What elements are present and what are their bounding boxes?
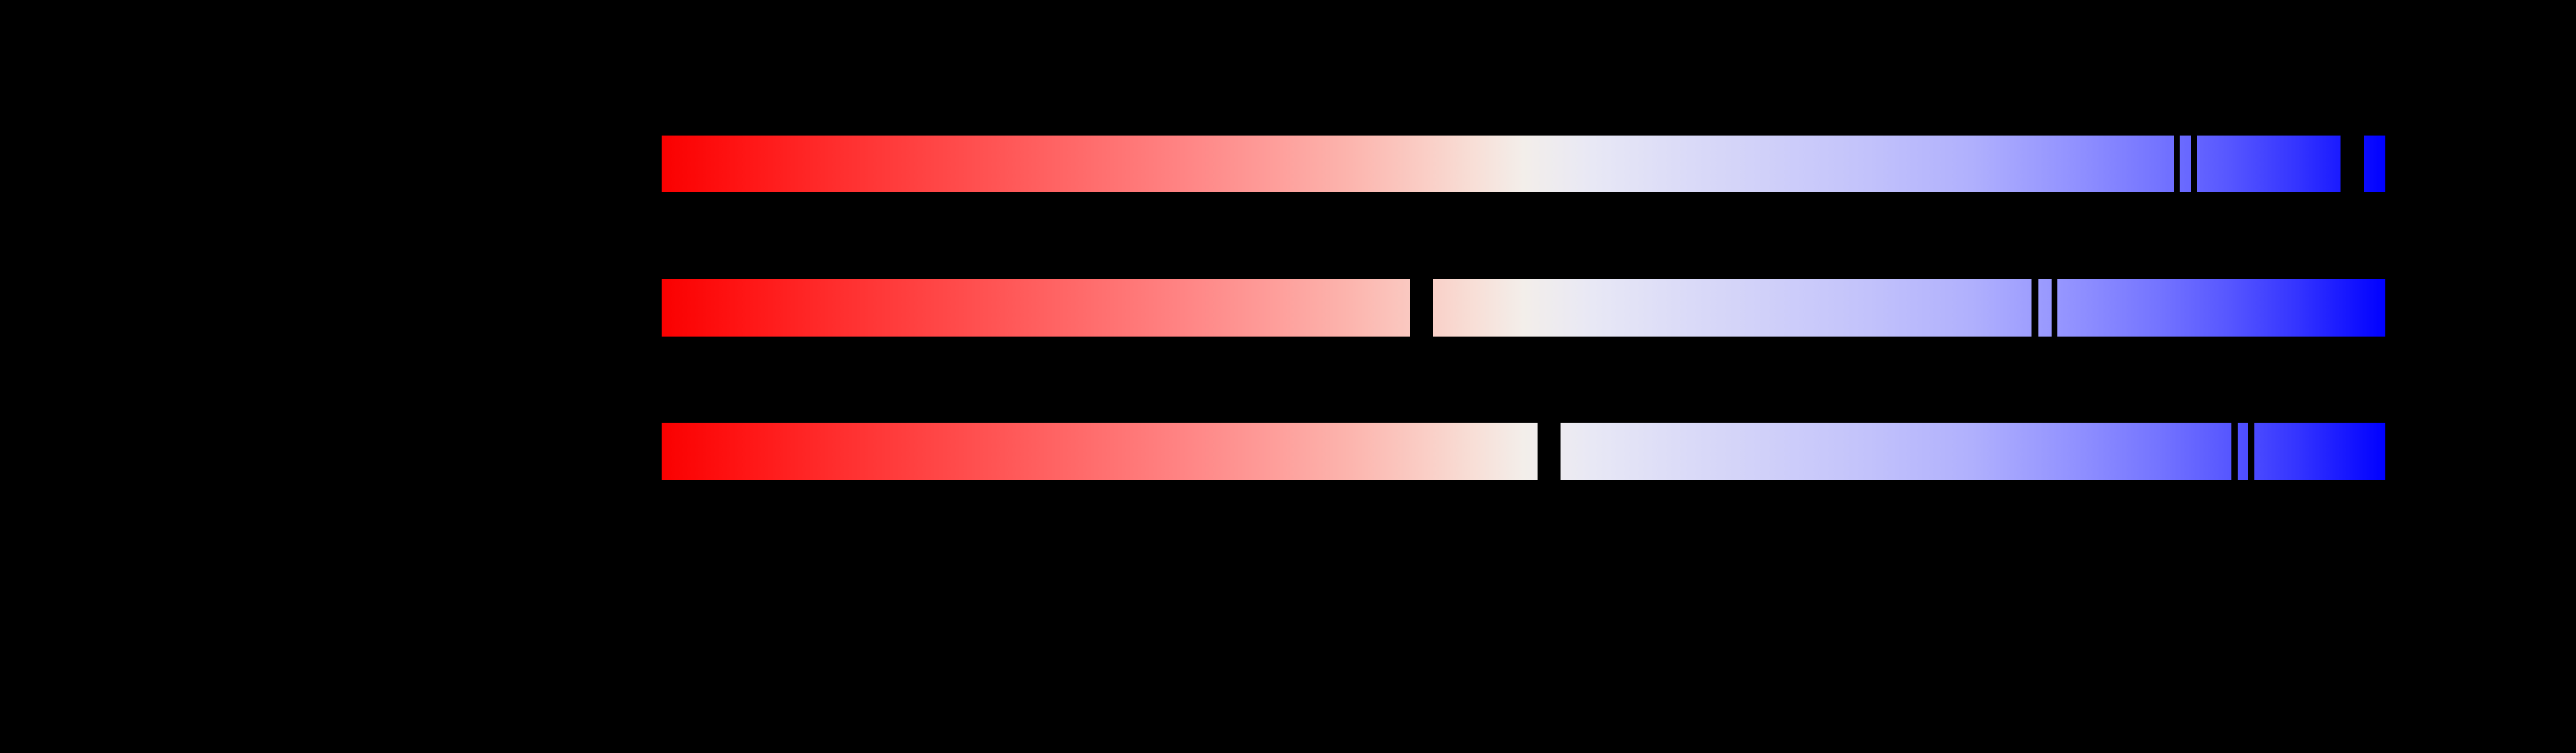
gradient-bar-1 <box>662 136 2385 192</box>
marker-gap <box>2341 136 2364 192</box>
marker-line <box>2032 279 2038 337</box>
marker-line <box>2231 423 2238 480</box>
marker-line <box>2174 136 2180 192</box>
marker-gap <box>1410 279 1433 337</box>
gradient-bar-2 <box>662 279 2385 337</box>
marker-line <box>2248 423 2254 480</box>
marker-line <box>2052 279 2057 337</box>
marker-gap <box>1538 423 1561 480</box>
marker-line <box>2191 136 2197 192</box>
gradient-bar-3 <box>662 423 2385 480</box>
